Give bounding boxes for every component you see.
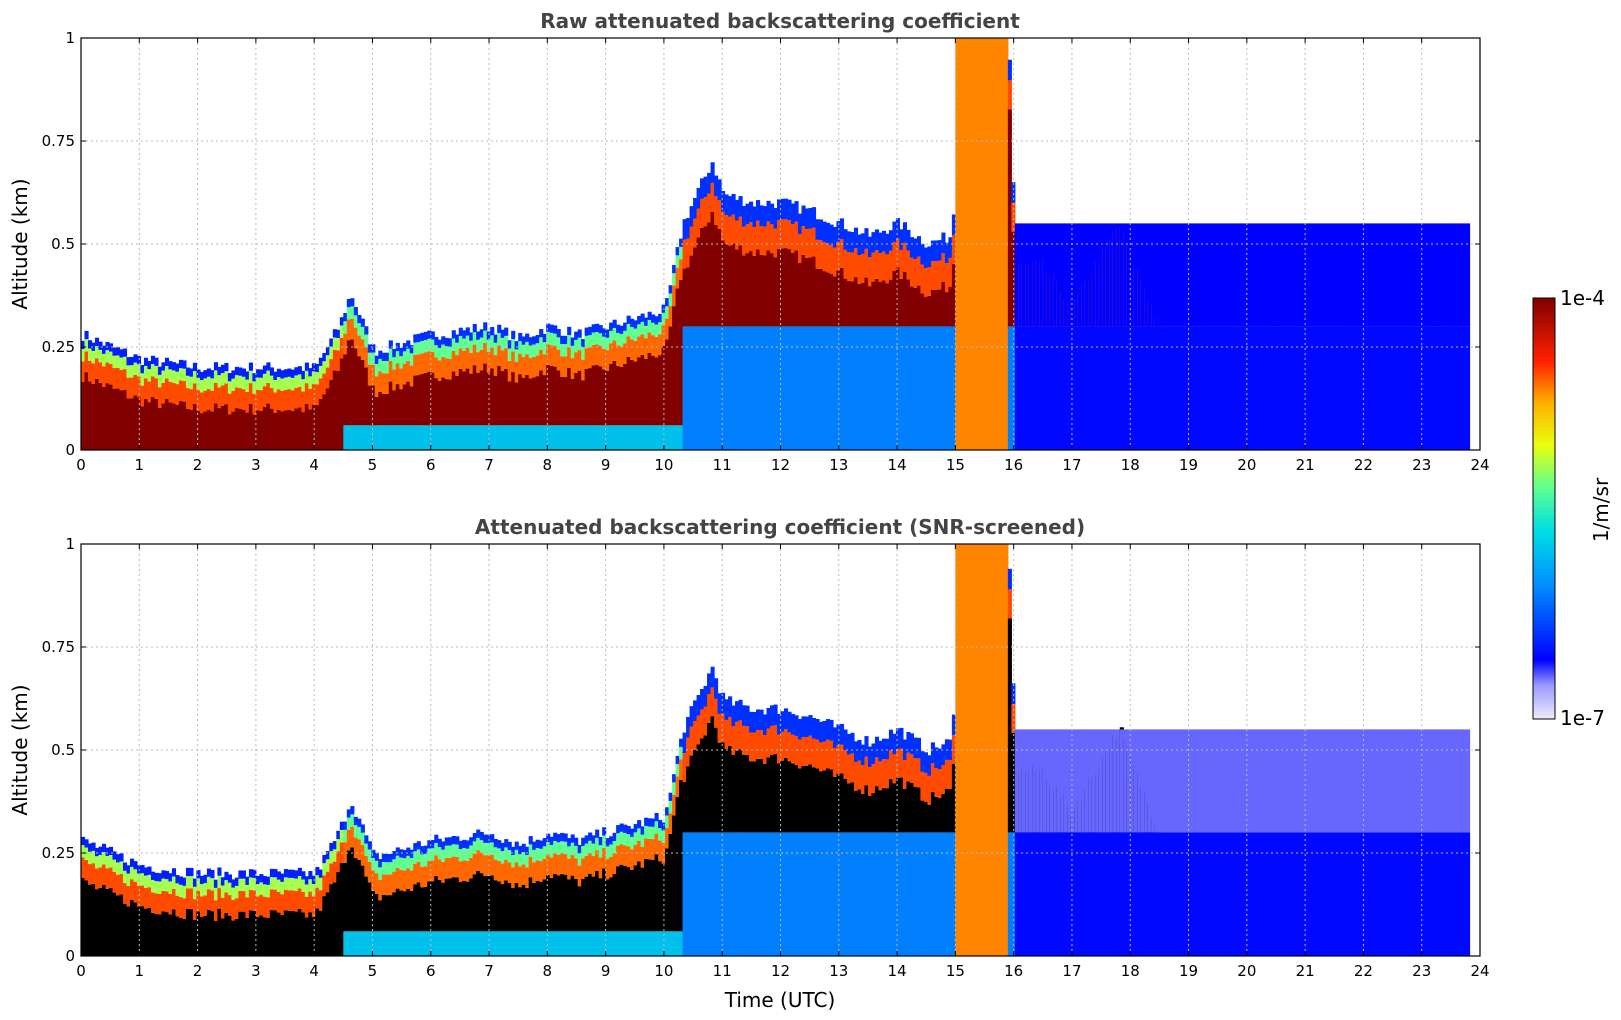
x-tick-label: 3 — [251, 456, 261, 474]
x-tick-label: 5 — [368, 456, 378, 474]
colorbar-unit-label: 1/m/sr — [1589, 477, 1613, 542]
panel-raw-title: Raw attenuated backscattering coefficien… — [540, 9, 1020, 33]
x-tick-label: 15 — [946, 962, 965, 980]
x-tick-label: 22 — [1354, 962, 1373, 980]
x-tick-label: 0 — [76, 962, 86, 980]
x-tick-label: 9 — [601, 962, 611, 980]
colorbar-max-label: 1e-4 — [1560, 286, 1605, 310]
x-tick-label: 14 — [888, 962, 907, 980]
x-tick-label: 22 — [1354, 456, 1373, 474]
x-tick-label: 11 — [713, 456, 732, 474]
y-tick-label: 0 — [65, 441, 75, 459]
colorbar: 1e-4 1e-7 1/m/sr — [1532, 286, 1613, 730]
panel-raw-grid — [81, 38, 1480, 450]
x-tick-label: 12 — [771, 962, 790, 980]
y-tick-label: 0.75 — [42, 132, 75, 150]
panel-screened-y-ticks: 0 0.25 0.5 0.75 1 — [42, 535, 1480, 965]
x-tick-label: 4 — [309, 456, 319, 474]
panel-raw-y-ticks: 0 0.25 0.5 0.75 1 — [42, 29, 1480, 459]
panel-screened-y-axis-label: Altitude (km) — [8, 684, 32, 815]
x-tick-label: 14 — [888, 456, 907, 474]
x-tick-label: 19 — [1179, 962, 1198, 980]
x-tick-label: 13 — [829, 962, 848, 980]
panel-raw-x-ticks: 0 1 2 3 4 5 6 7 8 9 10 11 12 13 14 15 16 17 18 19 20 21 22 23 24 — [76, 38, 1490, 474]
colorbar-gradient — [1532, 297, 1556, 720]
panel-screened: Attenuated backscattering coefficient (S… — [8, 515, 1490, 1012]
x-tick-label: 17 — [1062, 456, 1081, 474]
x-tick-label: 1 — [135, 962, 145, 980]
x-tick-label: 17 — [1062, 962, 1081, 980]
x-tick-label: 13 — [829, 456, 848, 474]
x-tick-label: 19 — [1179, 456, 1198, 474]
x-tick-label: 16 — [1004, 962, 1023, 980]
x-tick-label: 24 — [1470, 962, 1489, 980]
x-tick-label: 9 — [601, 456, 611, 474]
panel-screened-grid — [81, 544, 1480, 956]
x-tick-label: 10 — [654, 962, 673, 980]
panel-screened-x-ticks: 0 1 2 3 4 5 6 7 8 9 10 11 12 13 14 15 16 17 18 19 20 21 22 23 24 — [76, 544, 1490, 980]
x-tick-label: 16 — [1004, 456, 1023, 474]
x-tick-label: 18 — [1121, 456, 1140, 474]
y-tick-label: 0.75 — [42, 638, 75, 656]
colorbar-min-label: 1e-7 — [1560, 706, 1605, 730]
y-tick-label: 0 — [65, 947, 75, 965]
x-tick-label: 10 — [654, 456, 673, 474]
x-tick-label: 0 — [76, 456, 86, 474]
x-tick-label: 7 — [484, 456, 494, 474]
x-tick-label: 6 — [426, 456, 436, 474]
x-tick-label: 23 — [1412, 962, 1431, 980]
x-tick-label: 11 — [713, 962, 732, 980]
x-axis-label: Time (UTC) — [724, 988, 836, 1012]
x-tick-label: 6 — [426, 962, 436, 980]
x-tick-label: 8 — [543, 962, 553, 980]
panel-raw: Raw attenuated backscattering coefficien… — [8, 9, 1490, 474]
y-tick-label: 0.5 — [51, 741, 75, 759]
y-tick-label: 0.25 — [42, 844, 75, 862]
x-tick-label: 1 — [135, 456, 145, 474]
y-tick-label: 1 — [65, 535, 75, 553]
y-tick-label: 1 — [65, 29, 75, 47]
x-tick-label: 23 — [1412, 456, 1431, 474]
x-tick-label: 5 — [368, 962, 378, 980]
x-tick-label: 20 — [1237, 962, 1256, 980]
x-tick-label: 8 — [543, 456, 553, 474]
x-tick-label: 21 — [1296, 962, 1315, 980]
x-tick-label: 4 — [309, 962, 319, 980]
x-tick-label: 2 — [193, 456, 203, 474]
y-tick-label: 0.25 — [42, 338, 75, 356]
x-tick-label: 18 — [1121, 962, 1140, 980]
x-tick-label: 21 — [1296, 456, 1315, 474]
x-tick-label: 7 — [484, 962, 494, 980]
x-tick-label: 15 — [946, 456, 965, 474]
x-tick-label: 24 — [1470, 456, 1489, 474]
x-tick-label: 20 — [1237, 456, 1256, 474]
x-tick-label: 2 — [193, 962, 203, 980]
y-tick-label: 0.5 — [51, 235, 75, 253]
panel-raw-y-axis-label: Altitude (km) — [8, 178, 32, 309]
x-tick-label: 12 — [771, 456, 790, 474]
x-tick-label: 3 — [251, 962, 261, 980]
panel-screened-title: Attenuated backscattering coefficient (S… — [475, 515, 1085, 539]
